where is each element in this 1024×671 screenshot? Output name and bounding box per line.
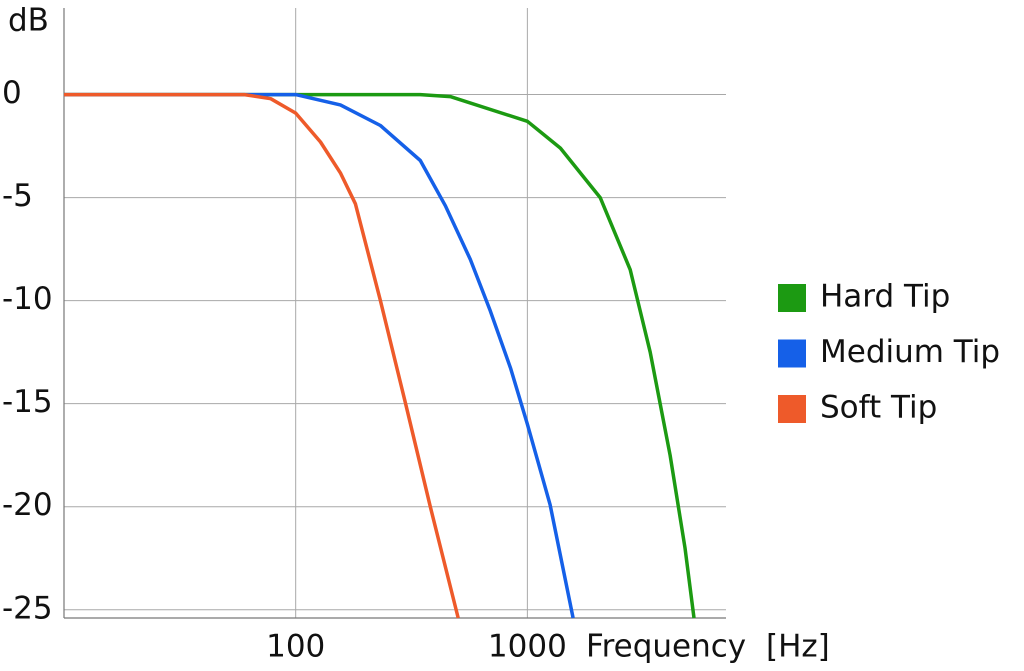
x-axis-label: Frequency [Hz] [586,629,830,665]
y-tick-label: -25 [2,590,53,626]
y-tick-label: -10 [2,281,53,317]
legend-label: Hard Tip [820,279,950,315]
series-line [64,92,696,619]
y-tick-label: 0 [2,75,22,111]
legend-label: Soft Tip [820,390,937,426]
y-tick-label: -15 [2,384,53,420]
legend-swatch [778,284,806,312]
series-line [64,92,460,619]
legend-swatch [778,395,806,423]
series-line [64,92,575,619]
legend-label: Medium Tip [820,334,1000,370]
y-tick-label: -20 [2,487,53,523]
legend-swatch [778,339,806,368]
x-tick-label: 1000 [488,629,567,665]
y-tick-label: -5 [2,178,33,214]
y-axis-label: dB [8,3,49,39]
x-tick-label: 100 [266,629,325,665]
